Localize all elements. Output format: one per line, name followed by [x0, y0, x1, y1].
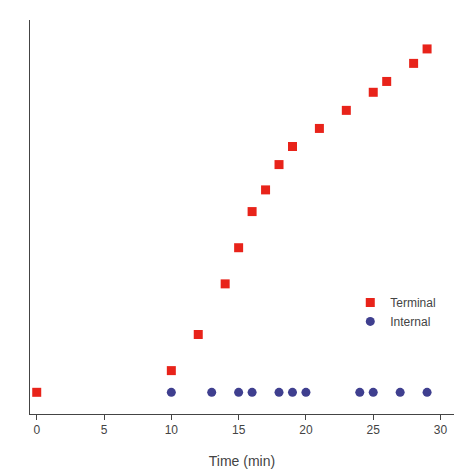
svg-text:20: 20 [299, 423, 313, 437]
svg-text:0: 0 [33, 423, 40, 437]
svg-text:10: 10 [165, 423, 179, 437]
svg-text:30: 30 [434, 423, 448, 437]
svg-text:Internal: Internal [390, 315, 430, 329]
svg-text:Terminal: Terminal [390, 296, 435, 310]
svg-text:15: 15 [232, 423, 246, 437]
svg-text:Time (min): Time (min) [209, 453, 275, 469]
svg-text:25: 25 [367, 423, 381, 437]
svg-text:5: 5 [101, 423, 108, 437]
